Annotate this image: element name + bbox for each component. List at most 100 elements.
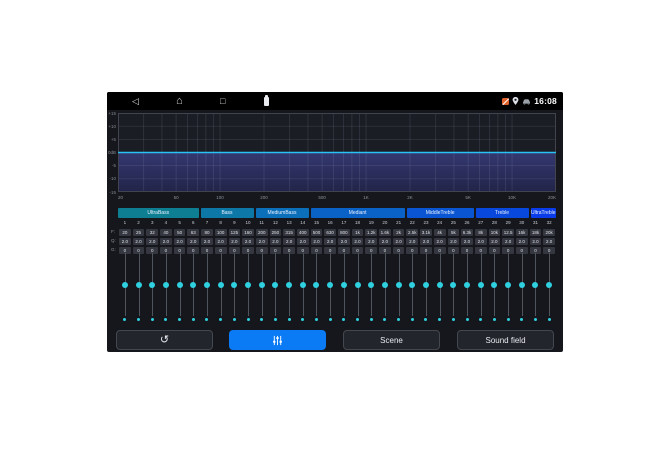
back-icon[interactable]: ◁ — [132, 96, 139, 106]
scene-button[interactable]: Scene — [343, 330, 440, 350]
home-icon[interactable]: ⌂ — [176, 95, 183, 107]
slider-handle[interactable] — [217, 281, 224, 288]
band-indicator-dot — [164, 318, 168, 321]
band-slider-25[interactable] — [447, 252, 461, 322]
band-slider-19[interactable] — [364, 252, 378, 322]
reset-button[interactable]: ↺ — [116, 330, 213, 350]
q-value-20: 2.0 — [379, 237, 391, 245]
q-value-32: 2.0 — [543, 237, 555, 245]
slider-handle[interactable] — [477, 281, 484, 288]
band-slider-31[interactable] — [529, 252, 543, 322]
band-slider-7[interactable] — [200, 252, 214, 322]
band-slider-32[interactable] — [542, 252, 556, 322]
slider-handle[interactable] — [436, 281, 443, 288]
slider-handle[interactable] — [286, 281, 293, 288]
band-slider-23[interactable] — [419, 252, 433, 322]
x-axis-tick: 2K — [407, 195, 413, 200]
gain-value-10: 0 — [242, 246, 254, 254]
gain-value-13: 0 — [283, 246, 295, 254]
band-slider-10[interactable] — [241, 252, 255, 322]
band-slider-24[interactable] — [433, 252, 447, 322]
q-value-11: 2.0 — [255, 237, 268, 245]
equalizer-button[interactable] — [229, 330, 326, 350]
slider-handle[interactable] — [245, 281, 252, 288]
slider-handle[interactable] — [422, 281, 429, 288]
slider-handle[interactable] — [231, 281, 238, 288]
band-slider-11[interactable] — [255, 252, 269, 322]
slider-handle[interactable] — [258, 281, 265, 288]
slider-handle[interactable] — [313, 281, 320, 288]
frequency-value-29: 12.5 — [502, 228, 514, 236]
slider-handle[interactable] — [299, 281, 306, 288]
band-slider-18[interactable] — [351, 252, 365, 322]
band-slider-8[interactable] — [214, 252, 228, 322]
sound-field-button[interactable]: Sound field — [457, 330, 554, 350]
band-slider-30[interactable] — [515, 252, 529, 322]
slider-handle[interactable] — [121, 281, 128, 288]
frequency-value-5: 50 — [173, 228, 186, 236]
slider-handle[interactable] — [176, 281, 183, 288]
band-slider-1[interactable] — [118, 252, 132, 322]
slider-handle[interactable] — [327, 281, 334, 288]
slider-handle[interactable] — [450, 281, 457, 288]
slider-handle[interactable] — [491, 281, 498, 288]
slider-handle[interactable] — [532, 281, 539, 288]
gain-value-29: 0 — [502, 246, 514, 254]
q-value-22: 2.0 — [406, 237, 419, 245]
band-group-ultrabass: UltraBass — [118, 208, 199, 218]
band-slider-26[interactable] — [460, 252, 474, 322]
band-slider-27[interactable] — [474, 252, 488, 322]
band-indicator-dot — [191, 318, 195, 321]
band-slider-2[interactable] — [132, 252, 146, 322]
gain-row: G: 0 0 0 0 0 0 0 0 0 0 0 0 0 0 0 0 0 0 0 0 0 0 0 0 0 0 0 0 0 0 0 0 — [111, 246, 556, 254]
slider-handle[interactable] — [203, 281, 210, 288]
band-number-11: 11 — [259, 220, 265, 225]
slider-handle[interactable] — [395, 281, 402, 288]
band-slider-15[interactable] — [310, 252, 324, 322]
band-slider-4[interactable] — [159, 252, 173, 322]
slider-handle[interactable] — [505, 281, 512, 288]
band-slider-13[interactable] — [282, 252, 296, 322]
slider-handle[interactable] — [272, 281, 279, 288]
slider-handle[interactable] — [135, 281, 142, 288]
row-label: F: — [111, 229, 115, 234]
frequency-value-27: 8k — [474, 228, 487, 236]
band-slider-28[interactable] — [488, 252, 502, 322]
slider-handle[interactable] — [162, 281, 169, 288]
slider-handle[interactable] — [409, 281, 416, 288]
band-slider-6[interactable] — [186, 252, 200, 322]
band-slider-22[interactable] — [405, 252, 419, 322]
band-indicator-dot — [438, 318, 442, 321]
band-slider-21[interactable] — [392, 252, 406, 322]
band-indicator-dot — [451, 318, 455, 321]
gain-value-25: 0 — [447, 246, 460, 254]
slider-handle[interactable] — [464, 281, 471, 288]
slider-handle[interactable] — [354, 281, 361, 288]
band-slider-14[interactable] — [296, 252, 310, 322]
y-axis-tick: +15 — [108, 110, 116, 116]
slider-handle[interactable] — [190, 281, 197, 288]
q-value-25: 2.0 — [447, 237, 460, 245]
band-slider-20[interactable] — [378, 252, 392, 322]
band-slider-29[interactable] — [501, 252, 515, 322]
gain-value-3: 0 — [146, 246, 159, 254]
slider-handle[interactable] — [340, 281, 347, 288]
band-number-32: 32 — [546, 220, 552, 225]
slider-handle[interactable] — [518, 281, 525, 288]
band-indicator-dot — [301, 318, 305, 321]
band-slider-12[interactable] — [269, 252, 283, 322]
band-slider-17[interactable] — [337, 252, 351, 322]
slider-handle[interactable] — [149, 281, 156, 288]
slider-handle[interactable] — [381, 281, 388, 288]
band-slider-9[interactable] — [228, 252, 242, 322]
band-number-18: 18 — [355, 220, 361, 225]
band-slider-5[interactable] — [173, 252, 187, 322]
frequency-value-20: 1.6k — [379, 228, 391, 236]
slider-handle[interactable] — [546, 281, 553, 288]
recents-icon[interactable]: □ — [220, 96, 226, 106]
q-value-30: 2.0 — [515, 237, 528, 245]
slider-handle[interactable] — [368, 281, 375, 288]
band-slider-3[interactable] — [145, 252, 159, 322]
band-slider-16[interactable] — [323, 252, 337, 322]
x-axis-tick: 20K — [547, 195, 556, 200]
